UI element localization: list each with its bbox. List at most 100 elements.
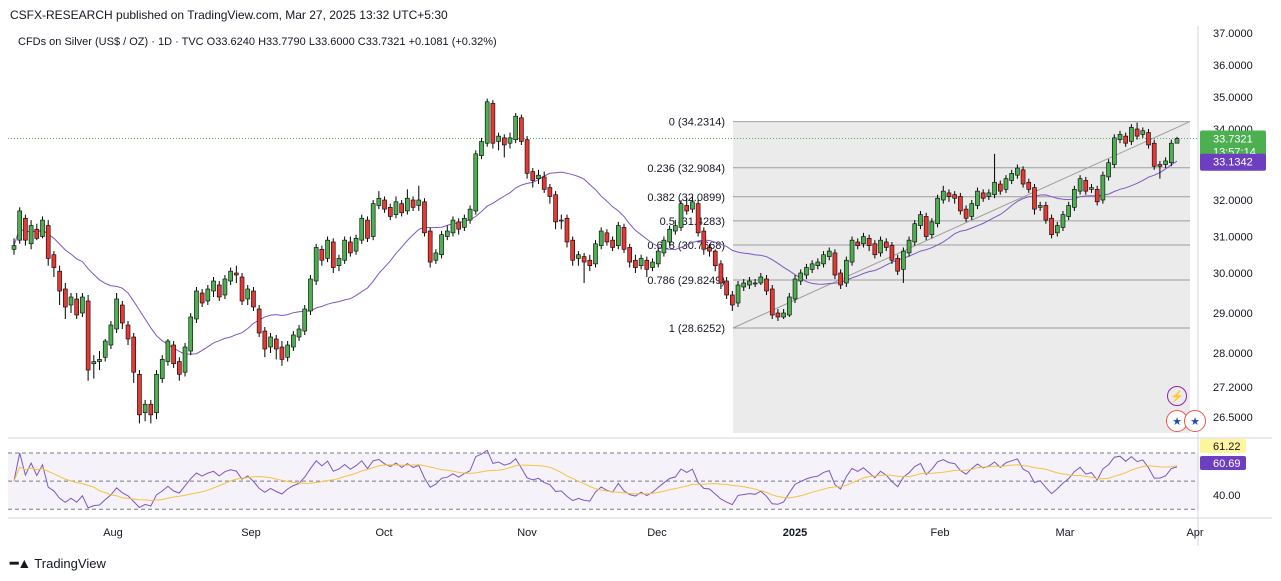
fib-level-label: 0.5 (31.4283) (660, 216, 725, 228)
candle-body (576, 254, 581, 259)
candle-body (462, 217, 467, 228)
rsi-value-tag (1200, 439, 1246, 453)
candle-body (279, 346, 285, 360)
candle-body (114, 298, 119, 330)
candle-body (541, 176, 547, 190)
candle-body (165, 340, 171, 362)
candle-body (940, 190, 946, 201)
candle-body (245, 288, 251, 300)
candle-body (348, 241, 353, 254)
candle-body (844, 259, 849, 284)
rsi-ma-value-text: 60.69 (1213, 458, 1241, 470)
candle-body (40, 219, 45, 237)
candle-body (764, 278, 769, 292)
candle-body (154, 374, 159, 414)
candle-body (1032, 187, 1037, 210)
candle-body (1168, 142, 1174, 164)
rsi-ma-value-tag (1200, 456, 1246, 470)
candle-body (125, 324, 131, 340)
candle-body (467, 208, 473, 221)
candle-body (456, 221, 461, 230)
candle-body (684, 205, 690, 212)
candle-body (194, 290, 199, 320)
candle-body (849, 239, 855, 263)
candle-body (239, 276, 245, 302)
rsi-tick-label: 40.00 (1213, 490, 1241, 502)
alert-icon[interactable]: ⚡ (1167, 386, 1187, 406)
candle-body (177, 361, 182, 375)
candle-body (142, 403, 148, 414)
candle-body (387, 207, 393, 217)
candle-body (798, 272, 804, 282)
candle-body (484, 101, 490, 144)
candle-body (883, 241, 889, 248)
time-tick-label: Dec (647, 527, 667, 539)
price-tick-label: 30.0000 (1213, 268, 1253, 280)
candle-body (906, 239, 912, 254)
candle-body (1146, 132, 1151, 146)
candle-body (547, 187, 553, 197)
candle-body (296, 328, 302, 338)
time-tick-label: 2025 (783, 527, 807, 539)
price-tick-label: 37.0000 (1213, 28, 1253, 40)
candle-body (610, 239, 615, 248)
candle-body (376, 197, 382, 206)
candle-body (963, 208, 969, 219)
candle-body (268, 336, 273, 348)
candle-body (262, 330, 268, 350)
candle-body (821, 254, 826, 265)
candle-body (752, 282, 758, 285)
candle-body (724, 280, 729, 296)
candle-body (667, 228, 672, 243)
candle-body (1151, 142, 1157, 167)
fib-level-label: 0.382 (32.0899) (647, 192, 725, 204)
price-tick-label: 28.0000 (1213, 348, 1253, 360)
change-value: +0.1081 (+0.32%) (408, 36, 497, 48)
candle-body (325, 239, 330, 259)
candle-body (690, 201, 695, 210)
candle-body (313, 247, 319, 282)
candle-body (68, 296, 74, 306)
candle-body (205, 288, 211, 302)
time-tick-label: Sep (241, 527, 261, 539)
price-tick-label: 36.0000 (1213, 60, 1253, 72)
candle-body (832, 252, 838, 276)
candle-body (399, 203, 404, 214)
candle-body (895, 258, 900, 272)
candle-body (365, 219, 370, 239)
candle-body (427, 230, 433, 263)
candle-body (1111, 137, 1117, 165)
candle-body (855, 241, 861, 246)
candle-body (638, 258, 644, 266)
last-price-tag (1200, 130, 1266, 161)
time-tick-label: Aug (103, 527, 123, 539)
candle-body (1117, 134, 1123, 140)
candle-body (604, 232, 610, 243)
ma-value-tag-text: 33.1342 (1213, 157, 1253, 169)
candle-body (1123, 135, 1128, 144)
fib-retracement-area (733, 121, 1190, 433)
candle-body (969, 203, 975, 217)
candle-body (935, 197, 940, 225)
candle-body (308, 278, 313, 312)
low-value: L33.6000 (308, 36, 355, 48)
candle-body (655, 250, 661, 265)
candle-body (57, 270, 62, 292)
candle-body (878, 239, 883, 254)
candle-body (182, 346, 188, 373)
candle-body (838, 272, 843, 286)
candle-body (63, 288, 68, 308)
candle-body (1015, 167, 1020, 176)
candle-body (593, 243, 598, 265)
time-tick-label: Feb (931, 527, 950, 539)
flag-icon-2[interactable]: ★ (1184, 410, 1206, 432)
candle-body (490, 103, 496, 144)
candle-body (410, 199, 416, 208)
candle-body (530, 171, 536, 181)
published-header: CSFX-RESEARCH published on TradingView.c… (10, 8, 448, 22)
candle-body (251, 290, 256, 308)
candle-body (866, 238, 872, 246)
candle-body (330, 241, 336, 268)
candle-body (34, 228, 40, 239)
